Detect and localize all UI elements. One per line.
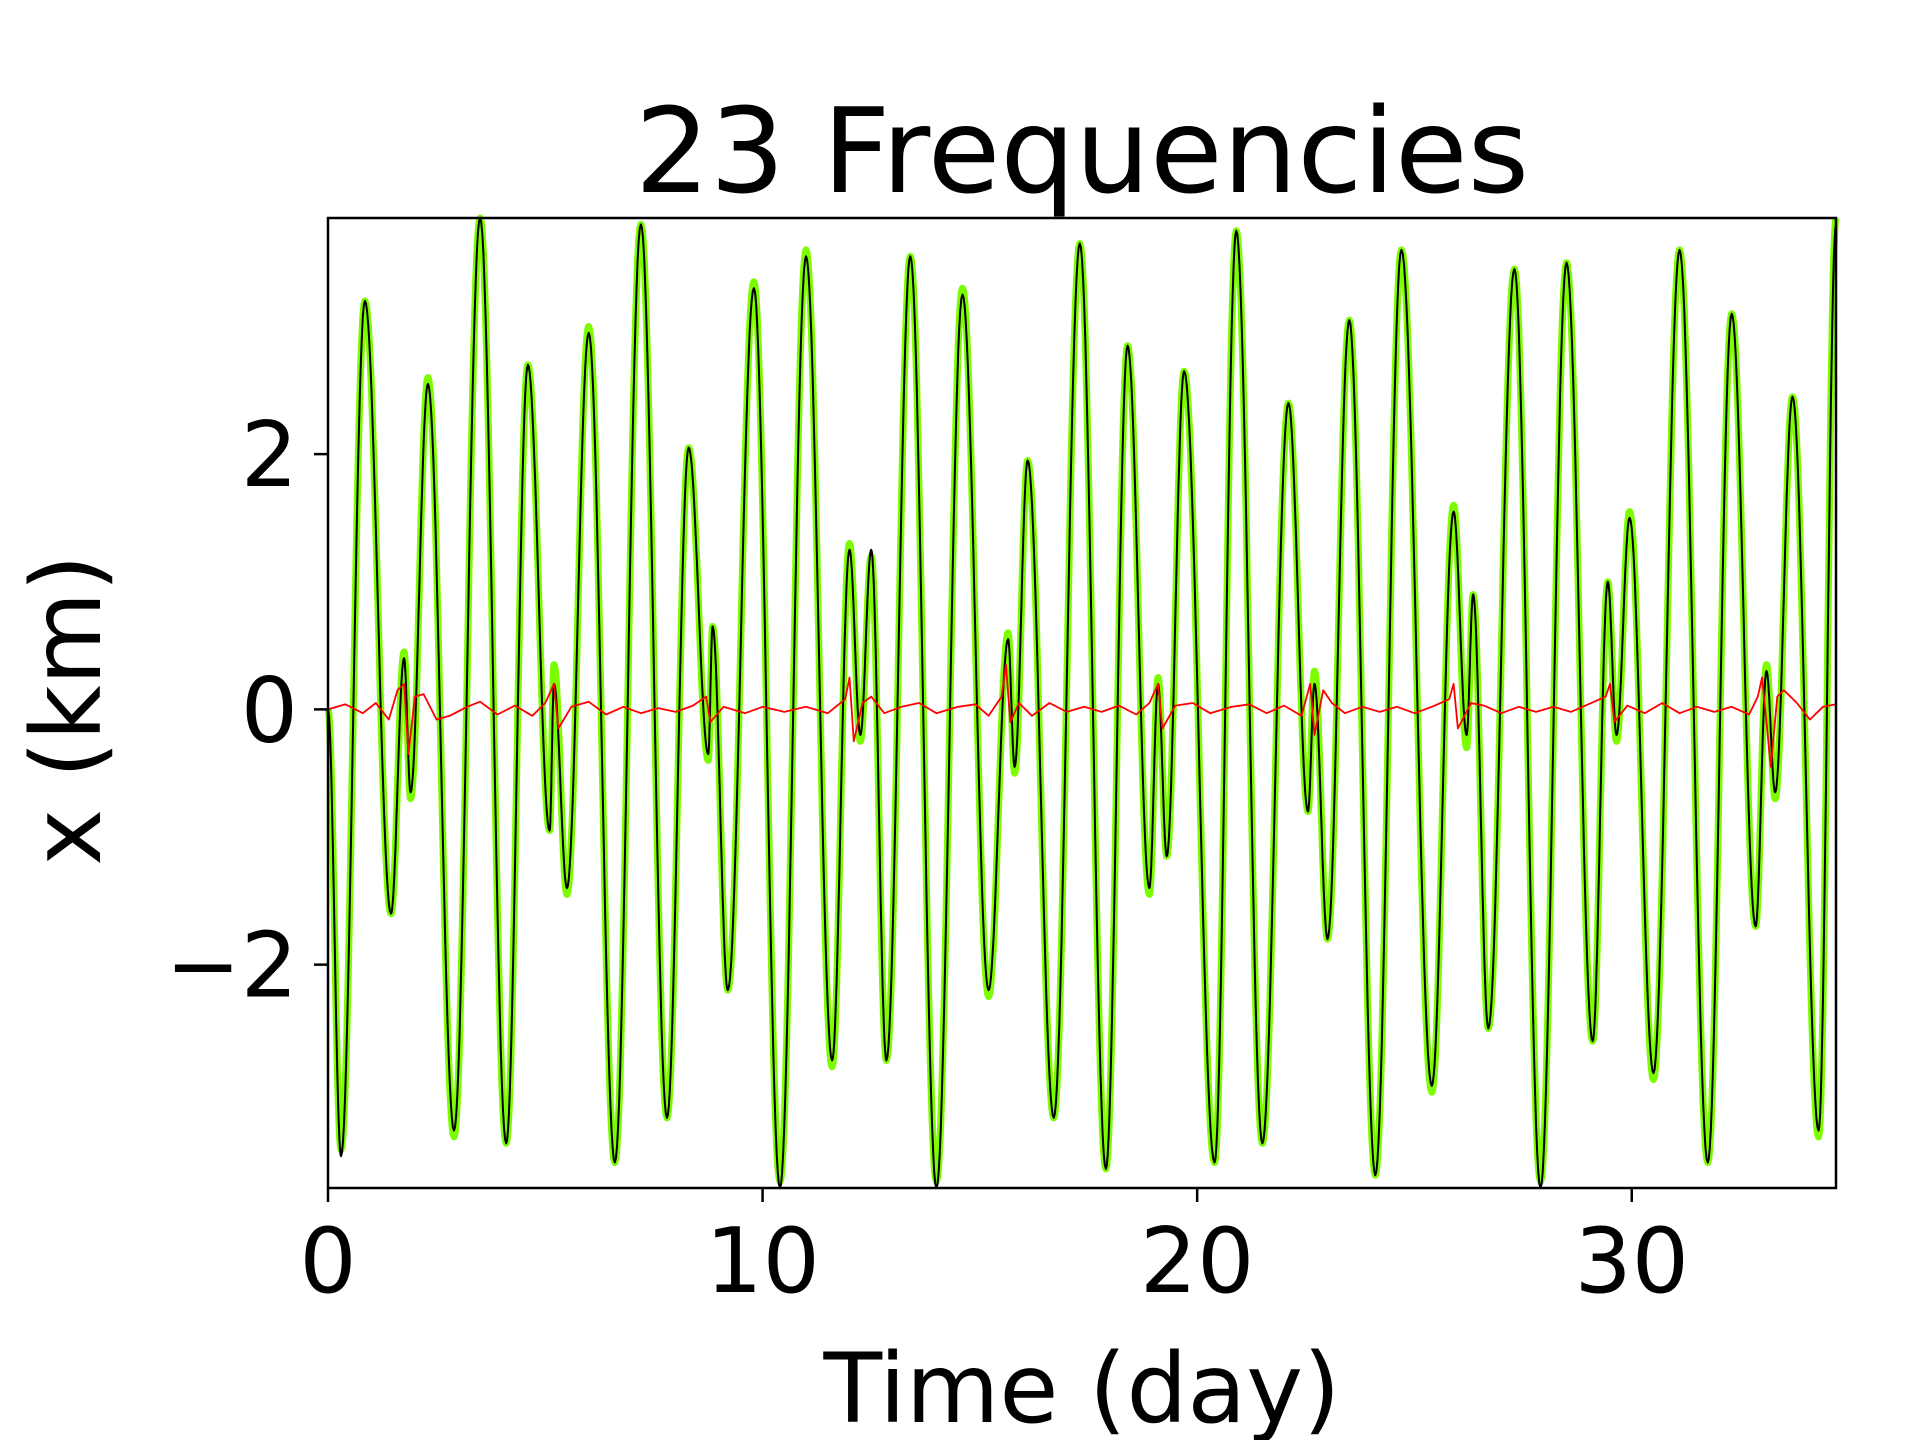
y-axis-label: x (km) xyxy=(11,554,123,865)
x-tick-label: 10 xyxy=(705,1209,820,1314)
y-tick-label: −2 xyxy=(165,914,298,1019)
x-tick-label: 0 xyxy=(299,1209,356,1314)
series-line-approximation xyxy=(327,217,1837,1189)
x-tick-label: 20 xyxy=(1140,1209,1255,1314)
series-line-reference xyxy=(324,214,1840,1186)
series-line-error xyxy=(327,663,1837,768)
y-ticks: −2 0 2 xyxy=(165,403,328,1019)
chart-title: 23 Frequencies xyxy=(635,82,1529,220)
y-tick-label: 0 xyxy=(241,658,298,763)
y-tick-label: 2 xyxy=(241,403,298,508)
plot-lines xyxy=(324,214,1840,1189)
x-axis-label: Time (day) xyxy=(823,1333,1341,1440)
x-tick-label: 30 xyxy=(1574,1209,1689,1314)
x-ticks: 0 10 20 30 xyxy=(299,1188,1689,1314)
plot-frame xyxy=(326,216,1838,1190)
